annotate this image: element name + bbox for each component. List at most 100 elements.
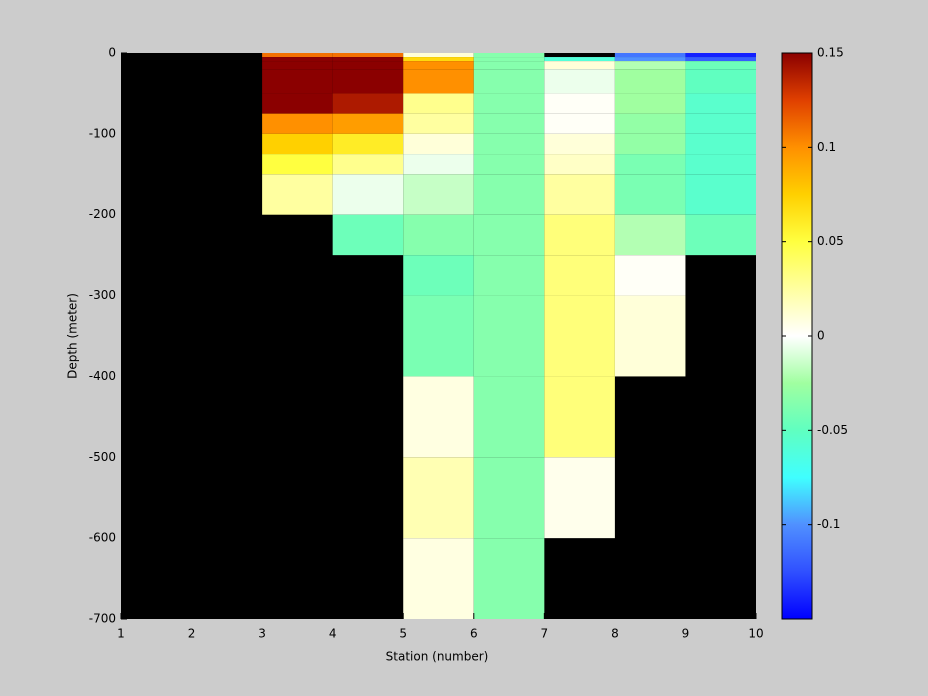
- cell: [544, 174, 615, 215]
- colorbar-tick-label: 0.05: [817, 234, 844, 248]
- cell: [614, 255, 686, 296]
- cell: [473, 93, 545, 114]
- x-tick-label: 10: [748, 627, 763, 641]
- cell: [544, 154, 615, 175]
- cell: [403, 376, 474, 458]
- cell: [332, 57, 404, 62]
- cell: [473, 53, 545, 58]
- x-tick-label: 3: [258, 627, 266, 641]
- cell: [614, 93, 686, 114]
- cell: [332, 113, 404, 134]
- cell: [332, 53, 404, 58]
- colorbar-tick-label: -0.1: [817, 517, 840, 531]
- cell: [403, 93, 474, 114]
- colorbar-tick-label: -0.05: [817, 423, 848, 437]
- cell: [544, 133, 615, 155]
- cell: [332, 154, 404, 175]
- cell: [473, 133, 545, 155]
- cell: [685, 174, 756, 215]
- y-tick-label: -300: [89, 288, 116, 302]
- cell: [473, 214, 545, 256]
- cell: [614, 336, 686, 377]
- cell: [544, 113, 615, 134]
- cell: [473, 57, 545, 62]
- cell: [685, 93, 756, 114]
- cell: [332, 214, 404, 256]
- cell: [403, 53, 474, 58]
- x-tick-label: 5: [399, 627, 407, 641]
- cell: [403, 457, 474, 539]
- cell: [544, 457, 615, 539]
- y-tick-label: -100: [89, 126, 116, 140]
- colorbar-tick-label: 0: [817, 329, 825, 343]
- cell: [544, 336, 615, 377]
- cell: [685, 61, 756, 70]
- cell: [332, 174, 404, 215]
- cell: [685, 69, 756, 94]
- cell: [403, 538, 474, 619]
- cell: [332, 61, 404, 70]
- cell: [544, 376, 615, 458]
- cell: [473, 457, 545, 539]
- cell: [332, 93, 404, 114]
- cell: [473, 154, 545, 175]
- cell: [544, 295, 615, 336]
- cell: [403, 295, 474, 336]
- cell: [614, 154, 686, 175]
- cell: [403, 113, 474, 134]
- cell: [685, 53, 756, 58]
- cell: [262, 154, 333, 175]
- cell: [473, 538, 545, 619]
- cell: [544, 57, 615, 62]
- cell: [685, 133, 756, 155]
- y-tick-label: -200: [89, 207, 116, 221]
- cell: [473, 295, 545, 336]
- cell: [614, 174, 686, 215]
- cell: [403, 154, 474, 175]
- x-tick-label: 6: [470, 627, 478, 641]
- cell: [614, 57, 686, 62]
- cell: [685, 154, 756, 175]
- x-tick-label: 1: [117, 627, 125, 641]
- cell: [262, 53, 333, 58]
- y-tick-label: -500: [89, 450, 116, 464]
- cell: [473, 113, 545, 134]
- colorbar-tick-label: 0.1: [817, 140, 836, 154]
- cell: [614, 214, 686, 256]
- cell: [544, 255, 615, 296]
- cell: [685, 113, 756, 134]
- cell: [473, 376, 545, 458]
- cell: [403, 61, 474, 70]
- x-tick-label: 2: [188, 627, 196, 641]
- cell: [403, 69, 474, 94]
- cell: [262, 174, 333, 215]
- cell: [332, 133, 404, 155]
- colorbar: [781, 52, 813, 620]
- cell: [262, 57, 333, 62]
- cell: [685, 57, 756, 62]
- cell: [473, 255, 545, 296]
- cell: [262, 93, 333, 114]
- y-tick-label: -600: [89, 531, 116, 545]
- cell: [614, 295, 686, 336]
- y-axis-label: Depth (meter): [66, 293, 80, 379]
- cell: [614, 133, 686, 155]
- cell: [403, 174, 474, 215]
- y-tick-label: 0: [108, 46, 116, 60]
- cell: [544, 214, 615, 256]
- colorbar-tick-label: 0.15: [817, 46, 844, 60]
- cell: [544, 61, 615, 70]
- cell: [473, 61, 545, 70]
- cell: [403, 57, 474, 62]
- cell: [262, 133, 333, 155]
- x-tick-label: 4: [329, 627, 337, 641]
- cell: [614, 53, 686, 58]
- cell: [332, 69, 404, 94]
- cell: [262, 61, 333, 70]
- cell: [544, 93, 615, 114]
- cell: [262, 69, 333, 94]
- x-axis-label: Station (number): [386, 650, 489, 664]
- cell: [544, 69, 615, 94]
- cell: [473, 174, 545, 215]
